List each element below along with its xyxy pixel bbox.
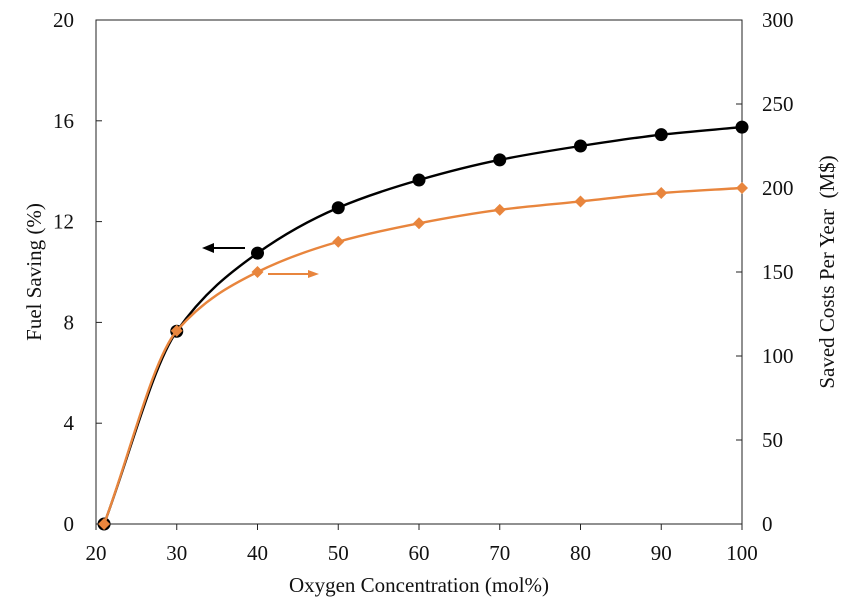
x-axis-title: Oxygen Concentration (mol%)	[289, 573, 549, 597]
x-tick-label: 20	[86, 541, 107, 565]
x-tick-label: 50	[328, 541, 349, 565]
y2-tick-label: 150	[762, 260, 794, 284]
y-tick-label: 16	[53, 109, 74, 133]
y2-tick-label: 250	[762, 92, 794, 116]
y2-tick-label: 0	[762, 512, 773, 536]
y-tick-label: 0	[64, 512, 75, 536]
series	[97, 120, 749, 531]
y2-axis-title: Saved Costs Per Year (M$)	[815, 155, 839, 388]
ticks	[95, 19, 743, 530]
x-tick-label: 40	[247, 541, 268, 565]
data-point	[655, 187, 668, 200]
y-tick-label: 12	[53, 210, 74, 234]
arrow-head-right-icon	[308, 270, 319, 278]
y2-tick-label: 300	[762, 8, 794, 32]
x-tick-label: 80	[570, 541, 591, 565]
data-point	[413, 217, 425, 230]
y2-tick-label: 50	[762, 428, 783, 452]
data-point	[736, 182, 748, 194]
y2-tick-label: 200	[762, 176, 794, 200]
x-tick-label: 100	[726, 541, 758, 565]
x-tick-label: 70	[489, 541, 510, 565]
data-point	[251, 266, 264, 278]
y2-tick-label: 100	[762, 344, 794, 368]
data-point	[493, 203, 506, 216]
x-tick-label: 90	[651, 541, 672, 565]
data-point	[331, 201, 345, 215]
data-point	[493, 153, 507, 167]
data-point	[574, 195, 587, 208]
arrow-head-left-icon	[202, 243, 214, 253]
x-tick-label: 60	[409, 541, 430, 565]
data-point	[654, 128, 668, 142]
data-point	[98, 518, 111, 530]
y-tick-label: 8	[64, 310, 75, 334]
plot-frame	[95, 19, 743, 525]
data-point	[574, 139, 587, 153]
tick-labels: 20 30 40 50 60 70 80 90 100048121620050100150200…	[53, 8, 794, 565]
data-point	[412, 173, 426, 187]
y-tick-label: 4	[64, 411, 75, 435]
data-point	[170, 324, 183, 337]
annotations	[202, 243, 319, 278]
y-tick-label: 20	[53, 8, 74, 32]
data-point	[332, 235, 345, 248]
series-line-saved-costs	[102, 186, 743, 525]
series-line-fuel-saving	[102, 125, 743, 525]
data-point	[251, 246, 264, 260]
y-axis-title: Fuel Saving (%)	[22, 203, 46, 341]
data-point	[735, 120, 749, 134]
x-tick-label: 30	[166, 541, 187, 565]
